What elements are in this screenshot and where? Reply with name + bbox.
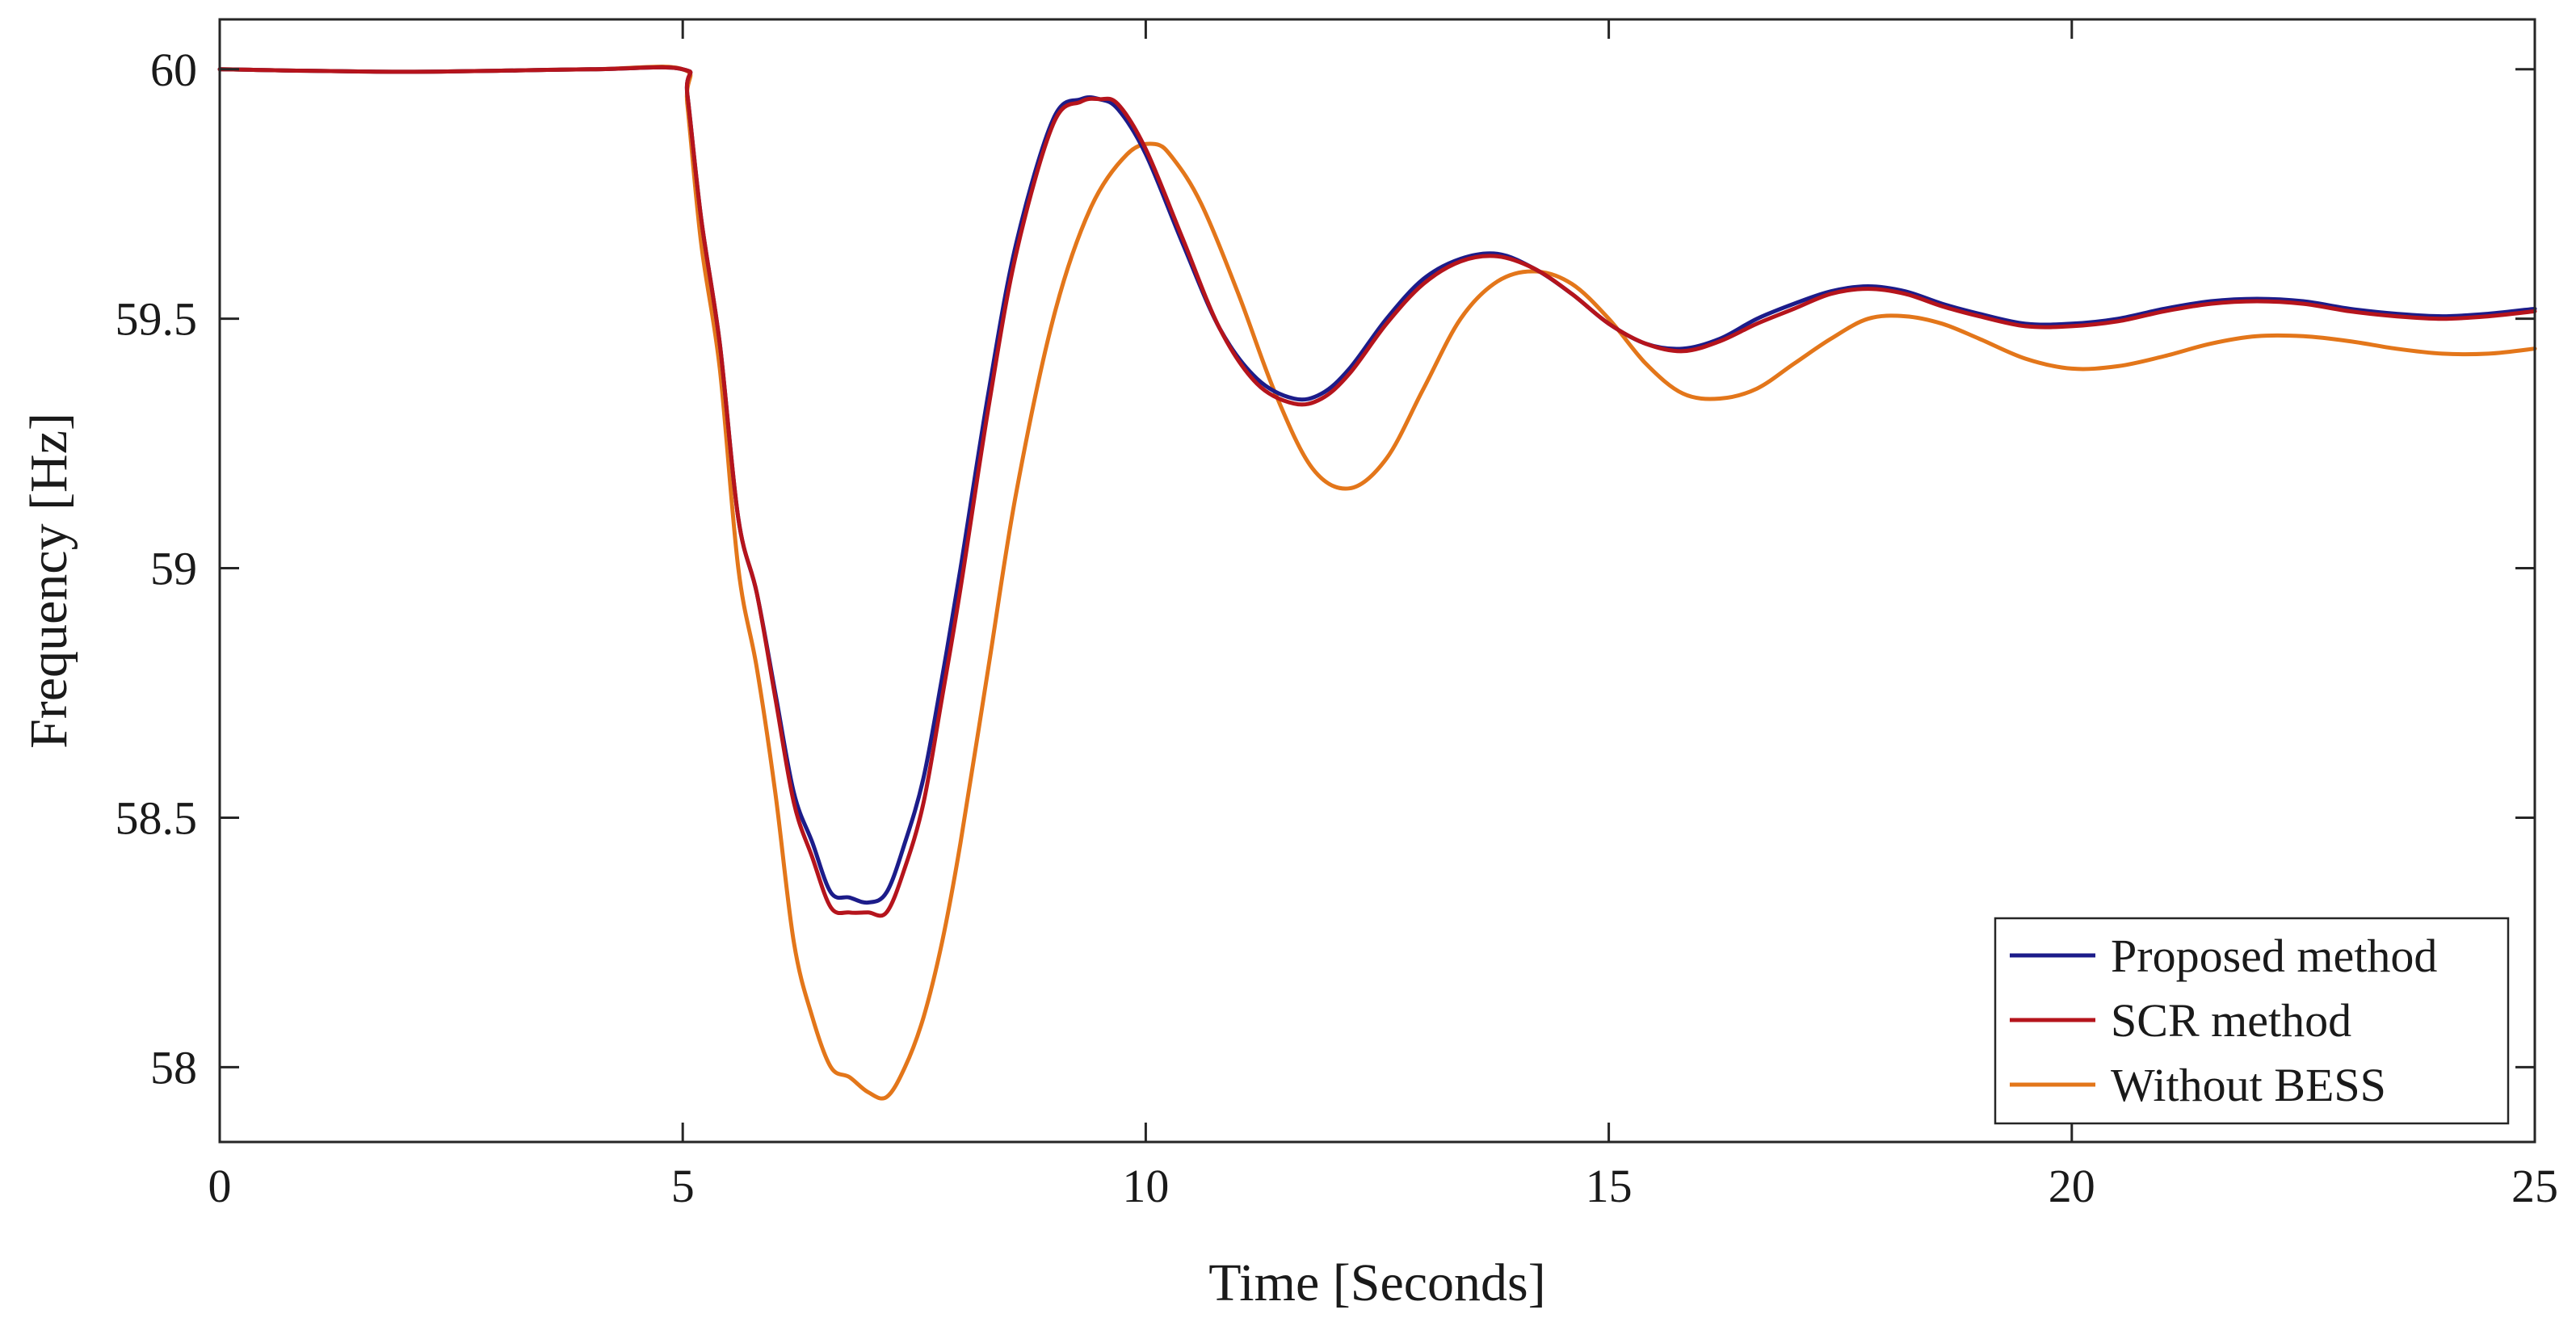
plot-area: [217, 64, 2537, 1101]
y-tick-label: 60: [150, 44, 197, 96]
legend-label: SCR method: [2111, 994, 2351, 1047]
legend-label: Without BESS: [2111, 1059, 2386, 1111]
x-tick-label: 15: [1586, 1160, 1633, 1212]
plot-frame: [218, 18, 2536, 1144]
x-tick-label: 5: [671, 1160, 695, 1212]
x-tick-label: 0: [208, 1160, 232, 1212]
y-tick-label: 59: [150, 543, 197, 595]
axis-tick-labels: 0 5 10 15 20 25 58 58.5 59 59.5 60: [116, 44, 2559, 1212]
axis-ticks: [218, 19, 2536, 1142]
y-tick-label: 58: [150, 1041, 197, 1094]
x-tick-label: 20: [2049, 1160, 2095, 1212]
x-tick-label: 10: [1122, 1160, 1169, 1212]
y-tick-label: 59.5: [116, 293, 198, 346]
y-axis-label: Frequency [Hz]: [19, 413, 78, 749]
series-line-without-bess: [217, 64, 2537, 1101]
x-tick-label: 25: [2511, 1160, 2558, 1212]
series-line-scr-method: [217, 65, 2537, 918]
x-axis-label: Time [Seconds]: [1208, 1253, 1545, 1312]
legend-label: Proposed method: [2111, 930, 2437, 982]
y-tick-label: 58.5: [116, 791, 198, 844]
legend: Proposed method SCR method Without BESS: [1994, 917, 2510, 1125]
